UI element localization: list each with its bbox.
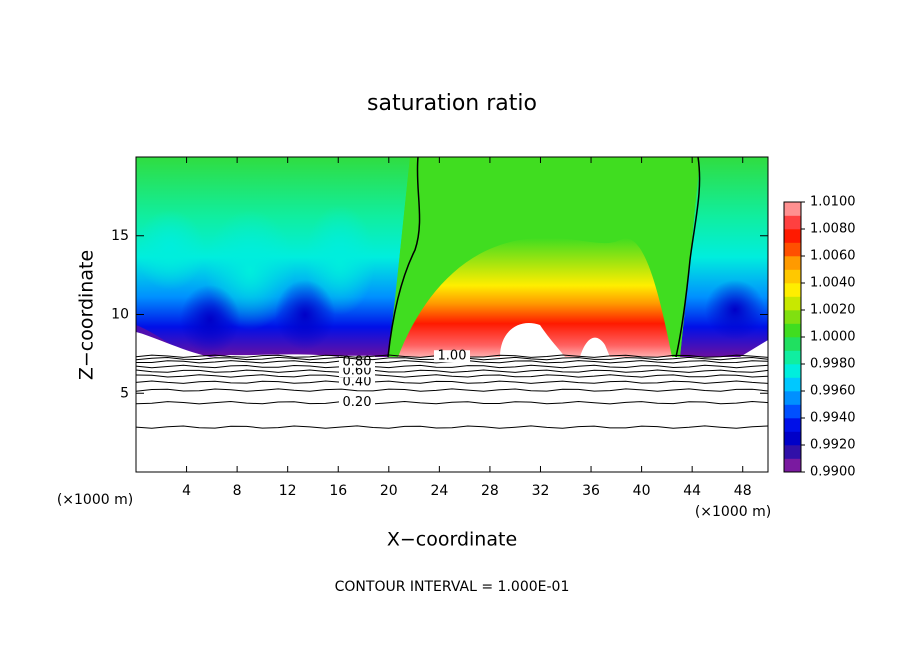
colorbar-band: [784, 242, 801, 257]
colorbar-tick-label: 1.0020: [810, 303, 856, 318]
colorbar-band: [784, 418, 801, 432]
contour-label: 1.00: [438, 349, 467, 364]
colorbar-tick-label: 1.0100: [810, 195, 856, 210]
colorbar-band: [784, 323, 801, 338]
x-tick-label: 20: [380, 483, 398, 499]
x-unit: (×1000 m): [695, 504, 771, 520]
colorbar-band: [784, 364, 801, 378]
colorbar-band: [784, 377, 801, 392]
y-tick-label: 10: [111, 307, 129, 323]
x-tick-label: 36: [582, 483, 600, 499]
colorbar-tick-label: 1.0080: [810, 222, 856, 237]
contour-label-bg: [434, 350, 470, 363]
x-axis-label: X−coordinate: [387, 529, 517, 551]
colorbar-tick-label: 0.9900: [810, 465, 856, 480]
contour-line: [135, 388, 769, 392]
colorbar-band: [784, 391, 801, 405]
x-tick-label: 32: [532, 483, 550, 499]
contour-line: [135, 364, 769, 369]
colorbar-band: [784, 337, 801, 351]
colorbar-band: [784, 404, 801, 419]
x-tick-label: 24: [430, 483, 448, 499]
y-tick-label: 15: [111, 228, 129, 244]
colorbar-band: [784, 215, 801, 230]
colorbar-tick-label: 0.9960: [810, 384, 856, 399]
colorbar-band: [784, 283, 801, 297]
colorbar-band: [784, 431, 801, 446]
x-tick-label: 48: [734, 483, 752, 499]
contour-line: [135, 400, 769, 405]
contour-line: [135, 374, 769, 378]
footnote: CONTOUR INTERVAL = 1.000E-01: [335, 579, 570, 595]
colorbar-tick-label: 0.9980: [810, 357, 856, 372]
y-axis-label: Z−coordinate: [76, 250, 98, 380]
contour-line: [135, 380, 769, 384]
x-tick-label: 12: [279, 483, 297, 499]
colorbar-band: [784, 350, 801, 365]
colorbar-band: [784, 296, 801, 311]
field: [135, 156, 768, 472]
colorbar-band: [784, 269, 801, 284]
colorbar-band: [784, 256, 801, 270]
colorbar-band: [784, 229, 801, 243]
colorbar-tick-label: 1.0040: [810, 276, 856, 291]
chart-title: saturation ratio: [367, 91, 537, 116]
colorbar-tick-label: 0.9940: [810, 411, 856, 426]
colorbar-tick-label: 0.9920: [810, 438, 856, 453]
x-tick-label: 4: [182, 483, 191, 499]
contour-line: [135, 369, 769, 373]
contour-label-bg: [339, 376, 375, 389]
x-tick-label: 44: [683, 483, 701, 499]
colorbar-band: [784, 458, 801, 473]
colorbar-band: [784, 202, 801, 216]
contour-label-bg: [339, 355, 375, 368]
x-tick-label: 16: [329, 483, 347, 499]
x-tick-label: 8: [233, 483, 242, 499]
colorbar-band: [784, 310, 801, 324]
x-tick-label: 40: [633, 483, 651, 499]
colorbar-tick-label: 1.0060: [810, 249, 856, 264]
contour-label: 0.40: [343, 375, 372, 390]
colorbar-band: [784, 445, 801, 459]
x-tick-label: 28: [481, 483, 499, 499]
contour-line: [135, 425, 769, 429]
colorbar-tick-label: 1.0000: [810, 330, 856, 345]
x-unit: (×1000 m): [57, 492, 133, 508]
contour-label-bg: [339, 365, 375, 378]
y-tick-label: 5: [120, 385, 129, 401]
contour-label-bg: [339, 396, 375, 409]
contour-label: 0.20: [343, 395, 372, 410]
